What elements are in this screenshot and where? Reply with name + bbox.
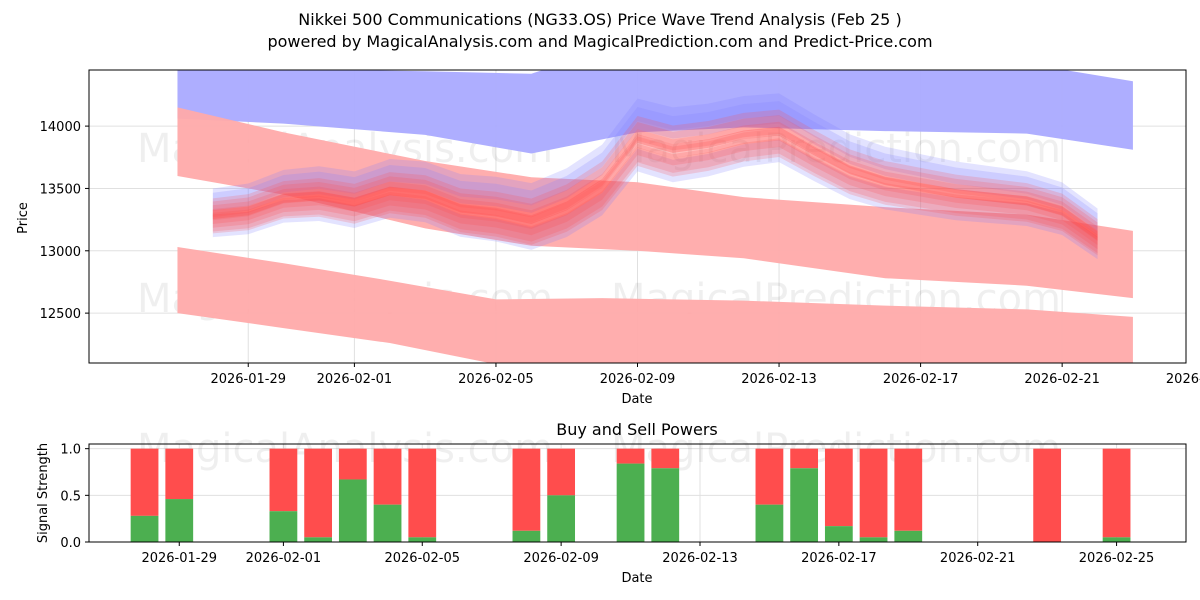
buy-bar-2026-02-12 — [651, 468, 680, 542]
band-0 — [177, 70, 1133, 154]
sell-bar-2026-01-28 — [130, 448, 159, 516]
wave-blue-0 — [212, 139, 1098, 260]
power-y-ticks: 0.0 0.5 1.0 — [60, 443, 89, 551]
price-y-tick-label-3: 14000 — [40, 120, 81, 135]
price-x-axis-label: Date — [621, 392, 652, 407]
price-x-ticks: 2026-01-29 2026-02-01 2026-02-05 2026-02-09… — [210, 363, 1200, 387]
sell-bar-2026-02-17 — [824, 448, 853, 527]
price-y-axis-label: Price — [16, 202, 31, 234]
power-x-tick-label-0: 2026-01-29 — [141, 551, 217, 566]
buy-bar-2026-02-02 — [304, 537, 333, 542]
buy-bar-2026-02-03 — [338, 479, 367, 542]
buy-bar-2026-01-28 — [130, 515, 159, 542]
power-x-tick-label-4: 2026-02-13 — [662, 551, 738, 566]
sell-bar-2026-02-16 — [790, 448, 819, 469]
sell-bar-2026-02-08 — [512, 448, 541, 531]
price-plot: MagicalAnalysis.com MagicalPrediction.co… — [16, 69, 1200, 407]
price-y-tick-label-2: 13500 — [40, 182, 81, 197]
price-bands — [177, 70, 1133, 363]
price-x-tick-label-7: 2026-02-25 — [1166, 372, 1200, 387]
sell-bar-2026-02-25 — [1102, 448, 1131, 538]
power-y-tick-label-1: 0.5 — [60, 489, 81, 504]
power-title: Buy and Sell Powers — [556, 420, 718, 439]
power-plot: Buy and Sell Powers MagicalAnalysis.com … — [36, 420, 1187, 586]
buy-bar-2026-02-11 — [616, 463, 645, 542]
sell-bar-2026-02-05 — [408, 448, 437, 538]
band-2 — [177, 247, 1133, 363]
wave-red-core — [212, 126, 1098, 241]
buy-bar-2026-02-15 — [755, 504, 784, 542]
buy-bar-2026-02-04 — [373, 504, 402, 542]
power-x-tick-label-5: 2026-02-17 — [801, 551, 877, 566]
price-x-tick-label-6: 2026-02-21 — [1024, 372, 1100, 387]
power-x-tick-label-2: 2026-02-05 — [384, 551, 460, 566]
wave-red-5 — [212, 138, 1098, 256]
chart-title-line2: powered by MagicalAnalysis.com and Magic… — [267, 32, 932, 51]
sell-bar-2026-02-01 — [269, 448, 298, 512]
power-bars — [130, 448, 1131, 542]
power-y-tick-label-0: 0.0 — [60, 536, 81, 551]
power-x-ticks: 2026-01-29 2026-02-01 2026-02-05 2026-02-09… — [141, 542, 1154, 566]
price-x-tick-label-0: 2026-01-29 — [210, 372, 286, 387]
wave-red-2 — [212, 121, 1098, 246]
buy-bar-2026-02-25 — [1102, 537, 1131, 542]
price-waves — [212, 93, 1098, 260]
chart-title-line1: Nikkei 500 Communications (NG33.OS) Pric… — [298, 10, 901, 29]
buy-bar-2026-02-01 — [269, 511, 298, 542]
price-y-tick-label-1: 13000 — [40, 245, 81, 260]
sell-bar-2026-02-23 — [1033, 448, 1062, 542]
wave-blue-1 — [212, 101, 1098, 236]
sell-bar-2026-02-04 — [373, 448, 402, 505]
wave-red-3 — [212, 115, 1098, 242]
price-x-tick-label-5: 2026-02-17 — [883, 372, 959, 387]
wave-red-4 — [212, 109, 1098, 238]
price-x-tick-label-1: 2026-02-01 — [317, 372, 393, 387]
price-y-tick-label-0: 12500 — [40, 307, 81, 322]
power-y-axis-label: Signal Strength — [36, 443, 51, 543]
power-y-tick-label-2: 1.0 — [60, 443, 81, 458]
price-x-tick-label-4: 2026-02-13 — [741, 372, 817, 387]
sell-bar-2026-02-15 — [755, 448, 784, 505]
wave-red-0 — [212, 134, 1098, 254]
price-y-ticks: 12500 13000 13500 14000 — [40, 120, 89, 322]
wave-red-1 — [212, 128, 1098, 250]
buy-bar-2026-01-29 — [165, 499, 194, 542]
sell-bar-2026-01-29 — [165, 448, 194, 500]
band-1 — [177, 107, 1133, 299]
sell-bar-2026-02-03 — [338, 448, 367, 480]
wave-blue-2 — [212, 93, 1098, 231]
buy-bar-2026-02-17 — [824, 526, 853, 542]
power-x-tick-label-6: 2026-02-21 — [940, 551, 1016, 566]
power-plot-frame — [88, 443, 1187, 543]
buy-bar-2026-02-05 — [408, 537, 437, 542]
price-x-tick-label-3: 2026-02-09 — [600, 372, 676, 387]
buy-bar-2026-02-09 — [547, 495, 576, 542]
buy-bar-2026-02-16 — [790, 468, 819, 542]
sell-bar-2026-02-18 — [859, 448, 888, 538]
sell-bar-2026-02-09 — [547, 448, 576, 496]
watermark-prediction-1: MagicalPrediction.com — [611, 126, 1061, 172]
power-x-tick-label-7: 2026-02-25 — [1079, 551, 1155, 566]
buy-bar-2026-02-19 — [894, 530, 923, 542]
buy-bar-2026-02-08 — [512, 530, 541, 542]
sell-bar-2026-02-11 — [616, 448, 645, 464]
power-x-tick-label-1: 2026-02-01 — [246, 551, 322, 566]
power-x-tick-label-3: 2026-02-09 — [523, 551, 599, 566]
sell-bar-2026-02-12 — [651, 448, 680, 469]
power-x-axis-label: Date — [621, 571, 652, 586]
price-x-tick-label-2: 2026-02-05 — [458, 372, 534, 387]
sell-bar-2026-02-19 — [894, 448, 923, 531]
buy-bar-2026-02-18 — [859, 537, 888, 542]
sell-bar-2026-02-02 — [304, 448, 333, 538]
